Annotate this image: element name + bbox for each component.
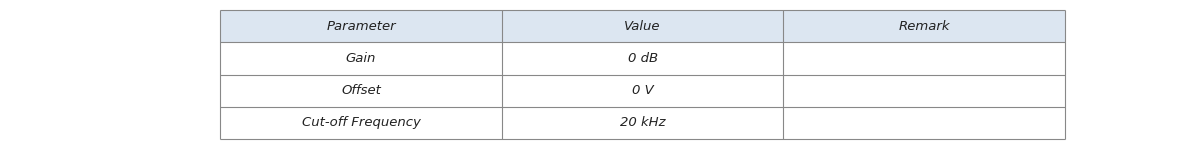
Bar bbox=[502, 42, 783, 74]
Bar bbox=[783, 107, 1065, 139]
Bar bbox=[783, 42, 1065, 74]
Bar bbox=[783, 74, 1065, 107]
Text: 0 V: 0 V bbox=[632, 84, 653, 97]
Text: Cut-off Frequency: Cut-off Frequency bbox=[301, 116, 420, 129]
Bar bbox=[502, 107, 783, 139]
Bar bbox=[502, 74, 783, 107]
Text: 0 dB: 0 dB bbox=[627, 52, 658, 65]
Text: Parameter: Parameter bbox=[326, 20, 396, 33]
Bar bbox=[220, 107, 502, 139]
Bar bbox=[783, 10, 1065, 42]
Text: Value: Value bbox=[625, 20, 660, 33]
Text: Offset: Offset bbox=[342, 84, 381, 97]
Text: 20 kHz: 20 kHz bbox=[620, 116, 665, 129]
Bar bbox=[502, 10, 783, 42]
Text: Remark: Remark bbox=[898, 20, 950, 33]
Text: Gain: Gain bbox=[346, 52, 376, 65]
Bar bbox=[220, 42, 502, 74]
Bar bbox=[220, 74, 502, 107]
Bar bbox=[220, 10, 502, 42]
